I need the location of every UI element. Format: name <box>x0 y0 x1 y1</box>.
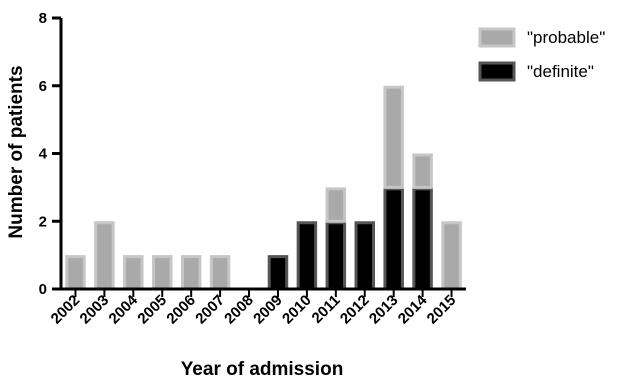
x-tick-label-2013: 2013 <box>366 292 402 328</box>
x-tick-label-2012: 2012 <box>337 292 373 328</box>
legend-swatch-definite <box>478 61 516 82</box>
bar-probable-2003 <box>94 221 115 291</box>
x-tick-label-2008: 2008 <box>221 292 257 328</box>
bar-probable-2005 <box>152 255 173 291</box>
x-ticks-group: 2002200320042005200620072008200920102011… <box>48 289 460 328</box>
bar-probable-2014 <box>412 153 433 189</box>
bar-probable-2007 <box>209 255 231 291</box>
bar-probable-2006 <box>180 255 202 291</box>
x-tick-label-2014: 2014 <box>395 291 431 327</box>
y-tick-label: 4 <box>39 146 48 163</box>
bar-definite-2009 <box>267 255 289 291</box>
x-tick-label-2002: 2002 <box>48 292 84 328</box>
x-tick-label-2004: 2004 <box>106 291 142 327</box>
y-tick-label: 8 <box>39 10 47 27</box>
y-tick-label: 0 <box>39 281 47 298</box>
x-tick-label-2009: 2009 <box>250 292 286 328</box>
bar-definite-2013 <box>383 187 404 291</box>
bar-probable-2002 <box>65 255 86 291</box>
y-axis-title: Number of patients <box>6 65 27 238</box>
bar-probable-2004 <box>123 255 144 291</box>
x-tick-label-2006: 2006 <box>163 292 199 328</box>
x-tick-label-2015: 2015 <box>424 292 460 328</box>
bar-definite-2011 <box>325 221 347 291</box>
legend-swatch-probable <box>478 27 516 48</box>
x-axis-title: Year of admission <box>181 359 344 379</box>
legend-label-probable: "probable" <box>527 28 605 47</box>
x-tick-label-2010: 2010 <box>279 292 315 328</box>
bar-probable-2013 <box>383 85 404 189</box>
x-tick-label-2011: 2011 <box>309 292 344 327</box>
x-tick-label-2003: 2003 <box>77 292 113 328</box>
legend: "probable" "definite" <box>478 27 605 82</box>
y-tick-label: 6 <box>39 78 47 95</box>
bar-definite-2010 <box>296 221 318 291</box>
y-tick-label: 2 <box>39 213 47 230</box>
bar-probable-2015 <box>441 221 462 291</box>
x-tick-label-2007: 2007 <box>192 292 228 328</box>
legend-label-definite: "definite" <box>527 62 594 81</box>
bar-probable-2011 <box>325 187 347 223</box>
x-tick-label-2005: 2005 <box>134 292 170 328</box>
bars-group <box>65 85 462 291</box>
y-ticks-group: 0 2 4 6 8 <box>39 10 61 298</box>
bar-definite-2012 <box>354 221 375 291</box>
bar-definite-2014 <box>412 187 433 291</box>
